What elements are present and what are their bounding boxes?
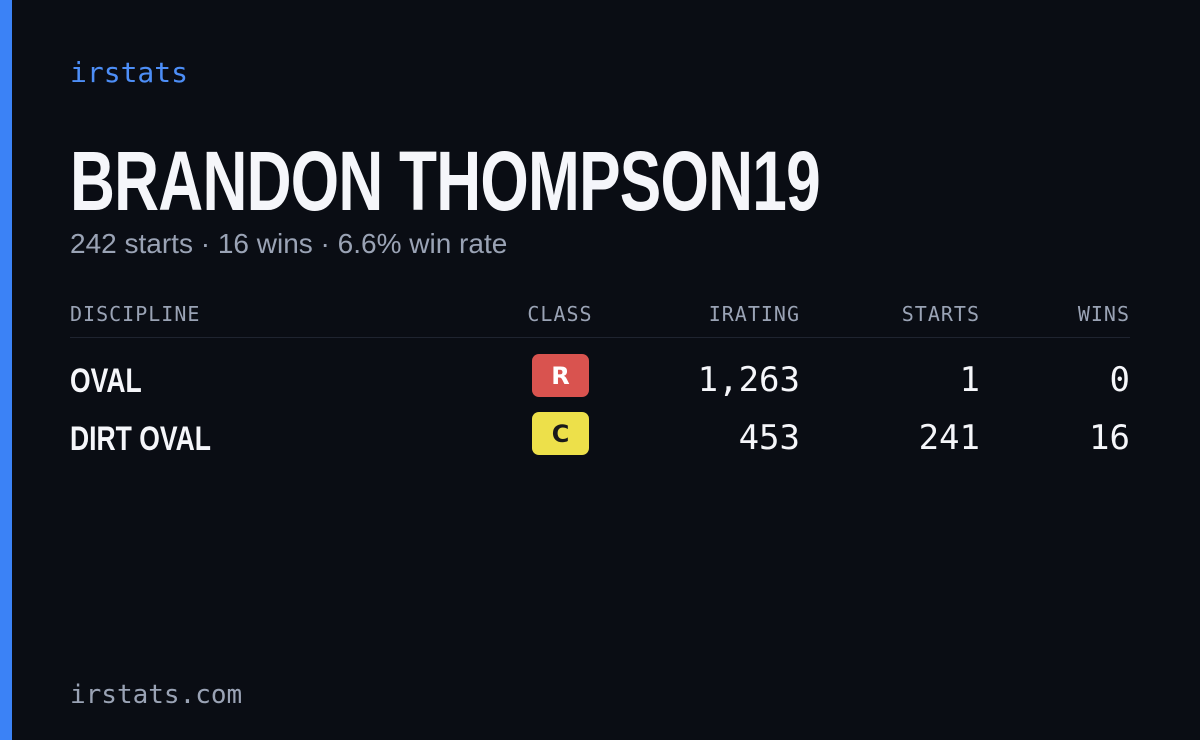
column-header: DISCIPLINE xyxy=(70,302,201,326)
column-header: STARTS xyxy=(901,302,980,326)
accent-bar xyxy=(0,0,12,740)
brand: irstats xyxy=(70,56,189,89)
divider xyxy=(70,337,1130,338)
class-badge: C xyxy=(532,412,589,455)
starts: 1 xyxy=(959,360,980,400)
summary: 242 starts · 16 wins · 6.6% win rate xyxy=(70,228,508,259)
wins: 16 xyxy=(1089,418,1130,458)
player-name: BRANDON THOMPSON19 xyxy=(70,134,821,228)
wins: 0 xyxy=(1109,360,1130,400)
column-header: CLASS xyxy=(527,302,593,326)
footer-url: irstats.com xyxy=(70,680,243,710)
class-badge: R xyxy=(532,354,589,397)
irating: 1,263 xyxy=(697,360,800,400)
discipline: OVAL xyxy=(70,362,142,400)
starts: 241 xyxy=(918,418,980,458)
discipline: DIRT OVAL xyxy=(70,420,211,458)
irating: 453 xyxy=(738,418,800,458)
column-header: WINS xyxy=(1077,302,1130,326)
column-header: IRATING xyxy=(708,302,800,326)
